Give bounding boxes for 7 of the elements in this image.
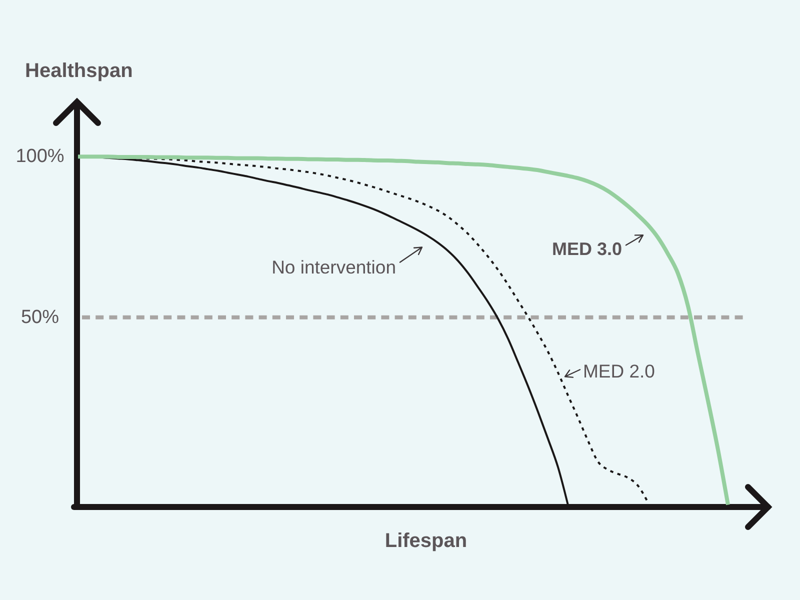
series-label: No intervention bbox=[272, 256, 396, 278]
y-tick-label: 50% bbox=[20, 306, 60, 328]
series-label: MED 3.0 bbox=[552, 239, 622, 260]
y-tick-label: 100% bbox=[16, 146, 64, 168]
x-axis-title: Lifespan bbox=[384, 530, 468, 552]
series-label: MED 2.0 bbox=[583, 360, 655, 382]
y-axis-title: Healthspan bbox=[25, 60, 133, 82]
